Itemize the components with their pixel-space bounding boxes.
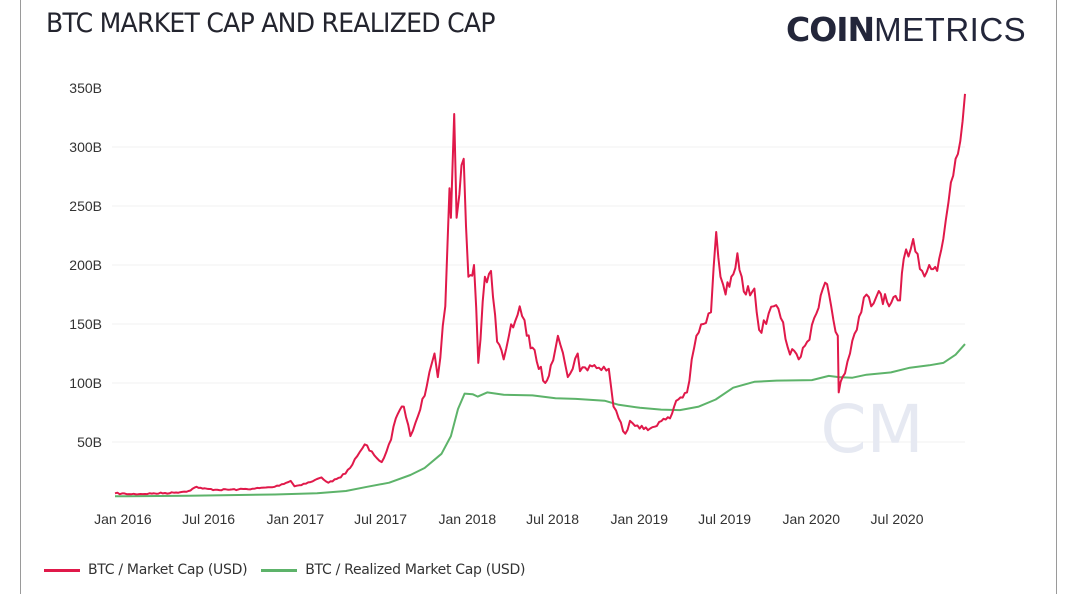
legend-swatch-market-cap <box>44 568 80 572</box>
y-tick-label: 350B <box>69 80 102 96</box>
x-tick-label: Jul 2016 <box>182 511 235 527</box>
x-tick-label: Jul 2017 <box>354 511 407 527</box>
frame-border-left <box>20 0 21 594</box>
y-tick-label: 50B <box>77 434 102 450</box>
x-tick-label: Jan 2019 <box>610 511 668 527</box>
x-tick-label: Jul 2020 <box>871 511 924 527</box>
chart-title: BTC MARKET CAP AND REALIZED CAP <box>46 8 495 39</box>
coinmetrics-logo: COINMETRICS <box>786 10 1026 49</box>
y-axis-ticks: 50B 100B 150B 200B 250B 300B 350B <box>69 80 102 450</box>
x-tick-label: Jul 2018 <box>526 511 579 527</box>
x-tick-label: Jan 2018 <box>439 511 497 527</box>
frame-border-right <box>1056 0 1057 594</box>
legend-item-realized-cap[interactable]: BTC / Realized Market Cap (USD) <box>261 562 525 578</box>
series-line-market-cap <box>114 93 966 496</box>
legend-item-market-cap[interactable]: BTC / Market Cap (USD) <box>44 562 248 578</box>
grid-lines <box>112 146 965 443</box>
x-tick-label: Jan 2016 <box>94 511 152 527</box>
y-tick-label: 250B <box>69 198 102 214</box>
legend-label-realized-cap: BTC / Realized Market Cap (USD) <box>305 562 526 578</box>
watermark-logo: CM <box>820 391 923 468</box>
y-tick-label: 300B <box>69 139 102 155</box>
y-tick-label: 150B <box>69 316 102 332</box>
legend-label-market-cap: BTC / Market Cap (USD) <box>88 562 248 578</box>
logo-thin-text: METRICS <box>874 11 1027 48</box>
x-tick-label: Jan 2020 <box>782 511 840 527</box>
legend: BTC / Market Cap (USD) BTC / Realized Ma… <box>44 562 539 578</box>
y-tick-label: 100B <box>69 375 102 391</box>
watermark-text: CM <box>820 391 923 468</box>
y-tick-label: 200B <box>69 257 102 273</box>
x-tick-label: Jan 2017 <box>267 511 325 527</box>
legend-swatch-realized-cap <box>261 568 298 572</box>
series-lines <box>114 93 966 498</box>
x-tick-label: Jul 2019 <box>698 511 751 527</box>
x-axis-ticks: Jan 2016 Jul 2016 Jan 2017 Jul 2017 Jan 2018… <box>94 511 924 527</box>
series-line-realized-cap <box>114 343 966 498</box>
logo-bold-text: COIN <box>786 10 875 49</box>
